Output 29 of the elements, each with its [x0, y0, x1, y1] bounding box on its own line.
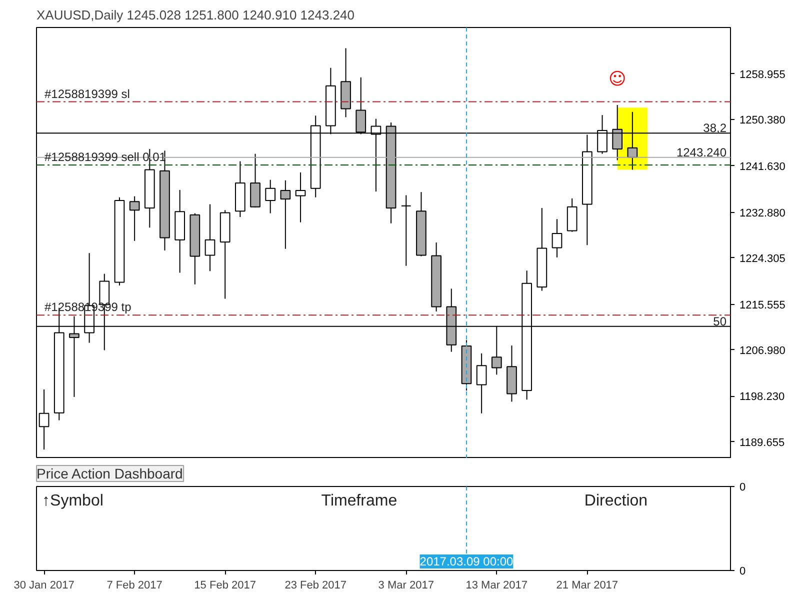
- y-tick-label: 1232.880: [740, 207, 786, 220]
- text: Direction: [584, 492, 648, 510]
- annotation: 38,2: [703, 121, 727, 136]
- category-label: 21 Mar 2017: [556, 580, 618, 592]
- category-label: 2017.03.09 00:00: [420, 554, 514, 568]
- category-label: 13 Mar 2017: [466, 580, 528, 592]
- annotation: 50: [713, 314, 727, 328]
- ref-line-label: 1243.240: [676, 145, 727, 160]
- text: ↑Symbol: [42, 492, 104, 510]
- y-tick-label: 1215.555: [740, 299, 786, 312]
- y-tick-label: 1258.955: [740, 68, 786, 81]
- text: 0: [740, 566, 746, 578]
- y-tick-label: 1189.655: [740, 436, 785, 449]
- y-tick-label: 1250.380: [740, 114, 786, 126]
- category-label: 7 Feb 2017: [106, 580, 162, 592]
- y-tick-label: 1206.980: [740, 344, 786, 357]
- annotation: ☺: [608, 70, 626, 90]
- y-tick-label: 1241.630: [740, 160, 786, 173]
- chart-title: XAUUSD,Daily 1245.028 1251.800 1240.910 1243.240: [36, 8, 355, 22]
- category-label: 3 Mar 2017: [378, 580, 434, 592]
- text: 0: [740, 482, 746, 494]
- text: Timeframe: [321, 492, 398, 510]
- text: Price Action Dashboard: [36, 466, 183, 482]
- ref-line-label: #1258819399 sl: [44, 86, 130, 101]
- category-label: 23 Feb 2017: [284, 580, 347, 592]
- category-label: 30 Jan 2017: [14, 580, 74, 592]
- y-tick-label: 1224.305: [740, 252, 786, 265]
- category-label: 15 Feb 2017: [194, 580, 256, 592]
- y-tick-label: 1198.230: [740, 391, 785, 404]
